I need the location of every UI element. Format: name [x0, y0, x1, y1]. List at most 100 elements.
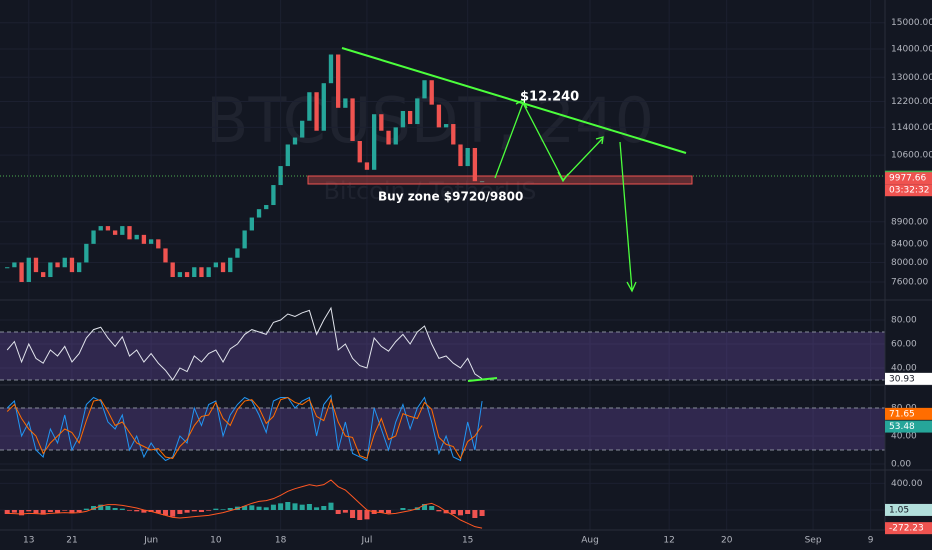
price-tag-label: -272.23	[889, 524, 924, 534]
histogram-bar	[421, 504, 428, 510]
candle	[379, 114, 384, 131]
histogram-bar	[206, 510, 212, 511]
candle	[170, 262, 175, 278]
candle	[328, 54, 334, 84]
candle	[91, 230, 96, 244]
series-line	[6, 394, 483, 462]
histogram-bar	[119, 508, 125, 510]
x-tick-label: Jun	[143, 536, 158, 546]
y-tick-label: 8900.00	[891, 217, 928, 227]
y-tick-label: 400.00	[891, 479, 923, 489]
band-fill	[0, 408, 885, 450]
price-tag	[885, 372, 932, 385]
y-tick-label: 40.00	[891, 432, 917, 442]
annotation: $12.240	[520, 90, 579, 105]
candle	[163, 248, 168, 263]
price-tag-label: 03:32:32	[889, 186, 929, 196]
annotation: Buy zone $9720/9800	[378, 190, 523, 204]
candle	[112, 230, 118, 235]
candle	[156, 239, 161, 249]
candle	[206, 267, 211, 278]
y-tick-label: 7600.00	[891, 278, 928, 288]
candle	[400, 111, 406, 128]
candle	[285, 144, 290, 167]
candle	[148, 239, 154, 244]
candle	[55, 262, 60, 268]
histogram-bar	[335, 510, 341, 514]
y-tick-label: 60.00	[891, 339, 917, 349]
histogram-bar	[40, 510, 46, 515]
candle	[228, 257, 233, 273]
candle	[141, 234, 147, 244]
candle	[292, 137, 298, 145]
histogram-bar	[191, 510, 197, 512]
x-tick-label: Aug	[581, 536, 599, 546]
candle	[256, 209, 262, 218]
candle	[479, 181, 485, 183]
candle	[220, 262, 226, 273]
histogram-bar	[292, 503, 298, 510]
candle	[48, 262, 53, 278]
y-tick-label: 12200.00	[891, 97, 932, 107]
histogram-bar	[184, 510, 190, 513]
histogram-bar	[98, 504, 104, 510]
arrow-head	[557, 171, 569, 183]
candle	[465, 147, 470, 167]
candle	[371, 114, 377, 170]
histogram-bar	[177, 510, 183, 514]
candle	[350, 98, 355, 141]
candle	[451, 124, 456, 145]
projection-arrow	[494, 101, 604, 182]
trend-line	[341, 47, 687, 154]
x-tick-label: Jul	[361, 536, 373, 546]
candle	[26, 257, 31, 283]
candle	[458, 144, 463, 167]
price-tag-label: 30.93	[889, 374, 915, 384]
histogram-bar	[76, 510, 82, 512]
histogram-bar	[306, 504, 312, 510]
histogram-bar	[242, 506, 248, 510]
histogram-bar	[213, 508, 219, 510]
histogram-bar	[91, 506, 97, 510]
price-tag	[885, 503, 932, 516]
candle	[393, 127, 398, 145]
histogram-bar	[69, 510, 75, 514]
candle	[213, 262, 219, 268]
candle	[321, 83, 326, 131]
histogram-bar	[400, 508, 406, 510]
price-tag	[885, 420, 932, 433]
candle	[192, 267, 197, 278]
x-tick-label: 15	[462, 536, 473, 546]
price-tag	[885, 407, 932, 420]
histogram-bar	[350, 510, 356, 518]
x-tick-label: 18	[275, 536, 287, 546]
y-tick-label: 15000.00	[891, 18, 932, 28]
histogram-bar	[112, 508, 118, 510]
histogram-bar	[386, 510, 392, 514]
arrow-head	[515, 99, 528, 109]
candle	[76, 262, 82, 273]
histogram-bar	[429, 506, 435, 510]
histogram-bar	[141, 510, 147, 513]
buy-zone	[307, 175, 693, 185]
histogram-bar	[4, 510, 10, 514]
candle	[422, 80, 427, 99]
candle	[307, 92, 312, 121]
candle	[300, 120, 305, 138]
y-tick-label: 11400.00	[891, 123, 932, 133]
candle	[19, 262, 24, 283]
candle	[177, 272, 183, 278]
histogram-bar	[256, 506, 262, 510]
candle	[415, 98, 420, 125]
candle	[271, 185, 276, 206]
price-tag-label: 53.48	[889, 422, 915, 432]
price-tag	[885, 522, 932, 535]
histogram-bar	[378, 510, 384, 513]
histogram-bar	[126, 510, 133, 511]
candle	[235, 248, 240, 258]
histogram-bar	[62, 510, 68, 511]
rsi-trend-line	[467, 377, 498, 382]
candle	[443, 124, 449, 128]
candle	[120, 226, 125, 235]
